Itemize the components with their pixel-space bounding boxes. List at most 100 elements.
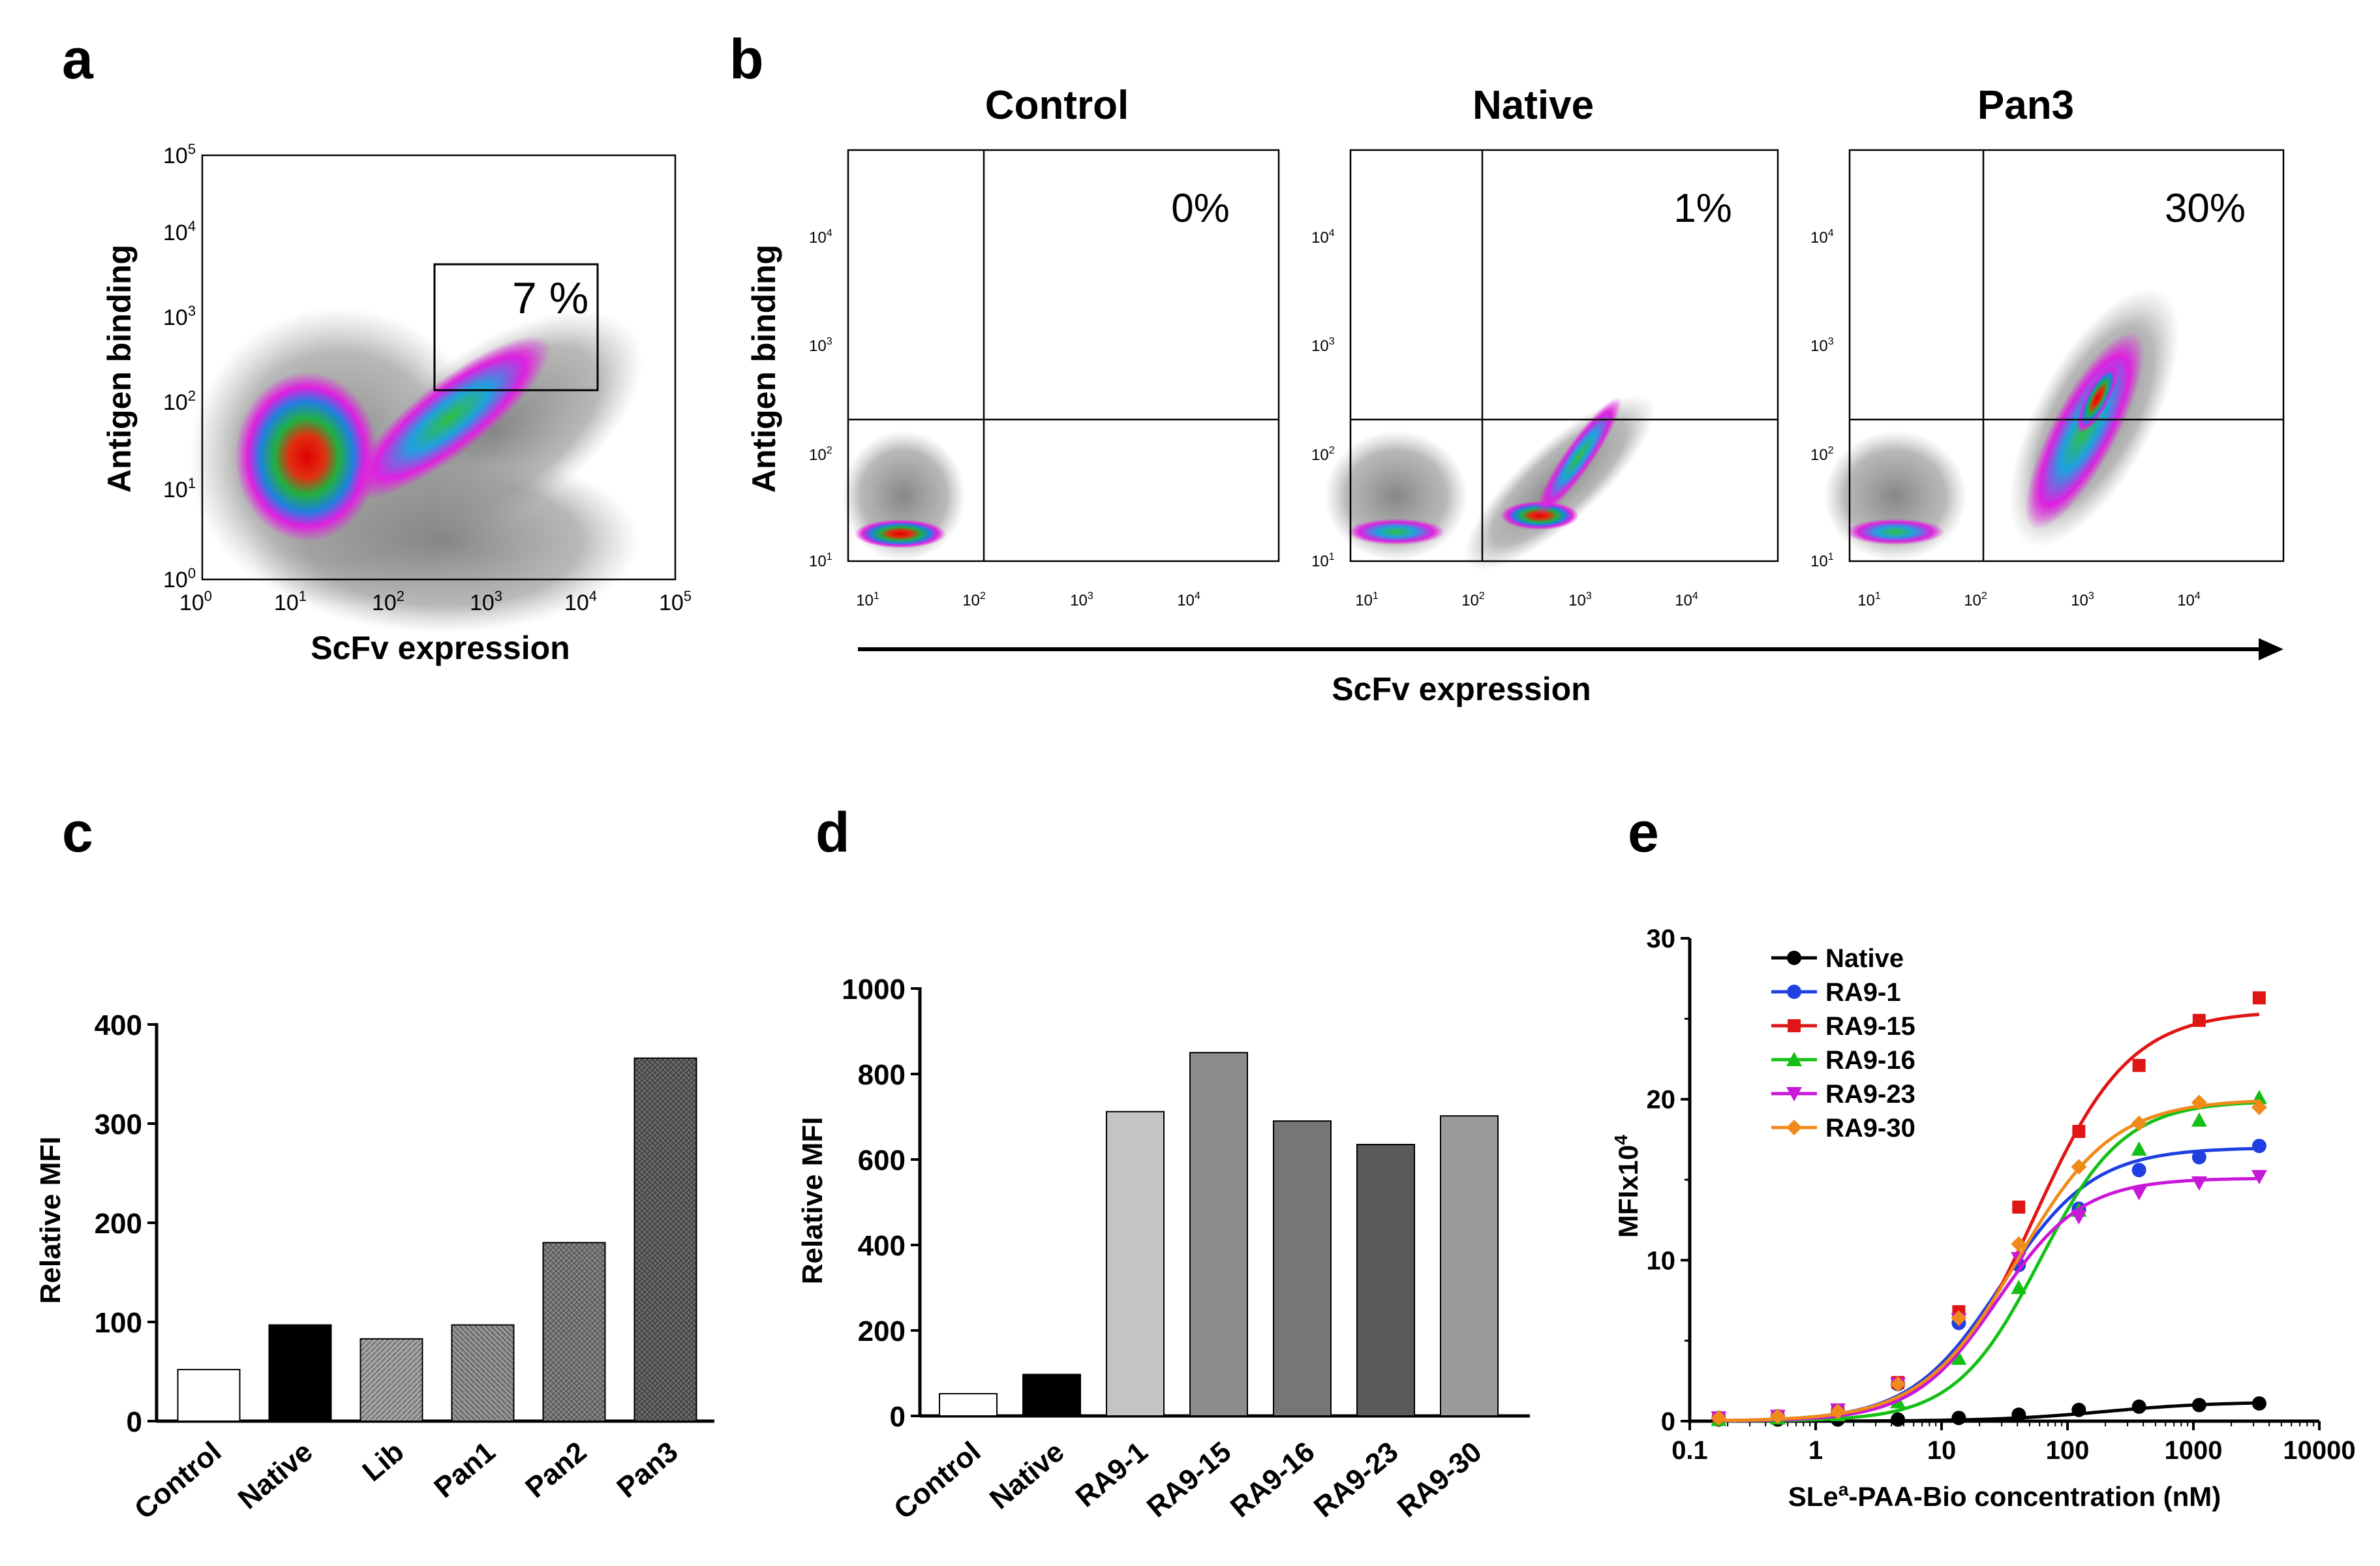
bar	[451, 1324, 515, 1422]
svg-text:104: 104	[1311, 228, 1335, 247]
data-point	[2191, 1176, 2207, 1191]
svg-text:102: 102	[1964, 591, 1987, 609]
y-tick-label: 400	[858, 1230, 906, 1262]
x-tick-a: 10	[372, 591, 397, 615]
svg-text:101: 101	[856, 591, 879, 609]
data-point	[2132, 1058, 2146, 1072]
data-point	[1711, 1410, 1727, 1426]
legend-label: RA9-23	[1825, 1080, 1915, 1109]
legend-label: RA9-15	[1825, 1012, 1915, 1041]
svg-text:102: 102	[1311, 445, 1335, 464]
data-point	[2011, 1236, 2027, 1252]
fit-curve	[1718, 1013, 2260, 1422]
svg-text:104: 104	[163, 218, 196, 245]
svg-text:103: 103	[1070, 591, 1093, 609]
fit-curve	[1718, 1176, 2259, 1422]
svg-text:104: 104	[809, 228, 832, 247]
svg-text:103: 103	[809, 336, 832, 355]
panel-a: a 7 % 100 101 102 103 104 105 100 101 10…	[62, 28, 692, 666]
y-tick-label: 0	[1661, 1407, 1675, 1436]
panel-e: e 0 10 20 30 0.1 1 10 100 1000 10000 SLea-PAA-Bio …	[1611, 801, 2356, 1512]
data-point	[2191, 1112, 2207, 1127]
y-axis-title: Relative MFI	[797, 1117, 829, 1285]
data-point	[2191, 1398, 2206, 1413]
fit-curve	[1718, 1146, 2259, 1422]
y-tick-label: 30	[1647, 925, 1676, 953]
svg-text:101: 101	[1311, 551, 1335, 570]
bar	[1440, 1115, 1499, 1417]
panel-label-d: d	[816, 801, 850, 864]
b-ticks: 101 102 103 104 101 102 103 104 101 102 …	[809, 228, 2201, 609]
data-point	[2251, 1099, 2267, 1115]
legend-label: RA9-16	[1825, 1046, 1915, 1075]
svg-text:101: 101	[1355, 591, 1379, 609]
bar	[939, 1392, 998, 1417]
svg-text:103: 103	[1568, 591, 1592, 609]
data-point	[1788, 1019, 1801, 1032]
legend-label: Native	[1825, 944, 1904, 973]
data-point	[2131, 1186, 2147, 1201]
bar-chart-d: 0 200 400 600 800 1000 Relative MFI ControlNati…	[797, 974, 1530, 1526]
svg-text:103: 103	[163, 303, 196, 330]
panel-d: d 0 200 400 600 800 1000 Relative MFI ControlNa…	[797, 801, 1530, 1526]
bar-chart-c: 0 100 200 300 400 Relative MFI Control Native Li…	[35, 1009, 714, 1526]
x-tick-a: 10	[659, 591, 684, 615]
data-point	[1787, 951, 1801, 965]
panel-label-a: a	[62, 28, 94, 91]
svg-text:105: 105	[659, 588, 692, 615]
x-tick-label: 100	[2046, 1436, 2090, 1465]
x-tick-label: RA9-30	[1392, 1436, 1488, 1524]
data-point	[2191, 1094, 2207, 1111]
legend-label: RA9-30	[1825, 1114, 1915, 1143]
svg-text:101: 101	[1810, 551, 1834, 570]
x-tick-label: Pan2	[519, 1436, 592, 1504]
y-tick-label: 100	[95, 1307, 142, 1339]
bar	[1106, 1111, 1165, 1417]
legend-label: RA9-1	[1825, 978, 1901, 1007]
svg-text:102: 102	[1810, 445, 1834, 464]
x-tick-label: 0.1	[1671, 1436, 1708, 1465]
plot-frame-a	[201, 154, 677, 581]
data-point	[2071, 1159, 2087, 1175]
y-tick-label: 400	[95, 1009, 142, 1041]
y-tick-a: 10	[163, 144, 188, 168]
panel-label-b: b	[729, 28, 764, 91]
bar	[359, 1338, 423, 1422]
y-axis-label-a: Antigen binding	[101, 245, 138, 493]
y-tick-label: 300	[95, 1109, 142, 1141]
panel-b: b Antigen binding Control 0% Native 1%	[729, 28, 2285, 707]
data-point	[2251, 1396, 2266, 1411]
data-point	[1951, 1350, 1967, 1365]
binding-curve-chart-e: 0 10 20 30 0.1 1 10 100 1000 10000 SLea-PAA-Bio co…	[1611, 925, 2356, 1512]
svg-text:104: 104	[1675, 591, 1698, 609]
scfv-arrow	[858, 638, 2283, 660]
svg-text:103: 103	[1810, 336, 1834, 355]
x-ticks-a: 100 101 102 103 104 105	[179, 588, 692, 615]
data-point	[2191, 1150, 2206, 1165]
svg-text:100: 100	[179, 588, 212, 615]
svg-text:100: 100	[163, 565, 196, 592]
x-tick-label: 1	[1808, 1436, 1823, 1465]
data-point	[1786, 1087, 1802, 1101]
svg-text:103: 103	[2071, 591, 2094, 609]
y-tick-label: 200	[95, 1208, 142, 1240]
y-tick-label: 20	[1647, 1086, 1676, 1114]
x-axis-label-a: ScFv expression	[311, 630, 570, 666]
data-point	[2192, 1013, 2206, 1027]
x-axis-title: SLea-PAA-Bio concentration (nM)	[1788, 1479, 2221, 1512]
x-tick-label: 10	[1927, 1436, 1957, 1465]
quadrant-percent: 30%	[2165, 186, 2246, 231]
x-tick-a: 10	[274, 591, 299, 615]
plot-title: Pan3	[1977, 83, 2074, 128]
svg-text:104: 104	[564, 588, 597, 615]
data-point	[2251, 1139, 2266, 1154]
flow-plot-control: Control 0%	[842, 83, 1280, 562]
svg-text:102: 102	[372, 588, 404, 615]
y-axis-title: MFIx104	[1611, 1135, 1643, 1238]
x-tick-label: Native	[984, 1436, 1071, 1515]
data-point	[1890, 1376, 1906, 1392]
svg-text:101: 101	[809, 551, 832, 570]
bar	[1189, 1052, 1248, 1417]
data-point	[2012, 1200, 2026, 1214]
svg-text:101: 101	[1857, 591, 1881, 609]
